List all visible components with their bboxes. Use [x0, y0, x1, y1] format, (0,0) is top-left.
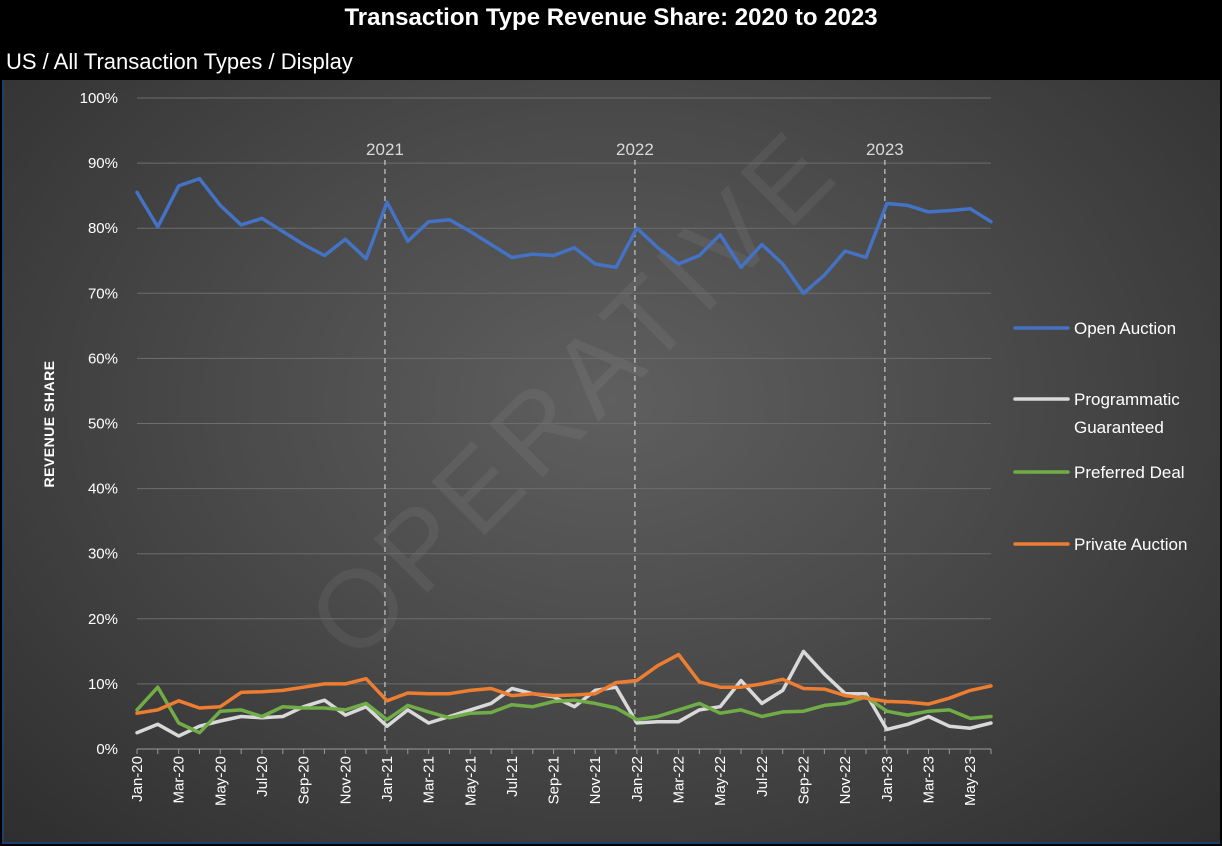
y-tick-label: 70% [88, 285, 118, 302]
year-label: 2021 [366, 140, 404, 159]
y-tick-label: 0% [96, 741, 118, 758]
x-tick-label: Jan-21 [379, 756, 396, 802]
chart-title: Transaction Type Revenue Share: 2020 to … [344, 4, 878, 31]
x-tick-label: Jan-20 [129, 756, 146, 802]
year-label: 2022 [616, 140, 654, 159]
watermark: OPERATIVE [285, 105, 862, 682]
y-axis-title: REVENUE SHARE [41, 360, 57, 487]
x-tick-label: Sep-22 [796, 756, 813, 804]
x-tick-label: Mar-21 [421, 756, 438, 804]
legend-label-private-auction: Private Auction [1074, 535, 1187, 554]
series-line-preferred-deal [135, 685, 993, 735]
x-tick-label: Mar-20 [171, 756, 188, 804]
y-tick-label: 50% [88, 416, 118, 433]
y-tick-label: 60% [88, 350, 118, 367]
y-tick-label: 20% [88, 611, 118, 628]
chart-subtitle: US / All Transaction Types / Display [6, 49, 353, 74]
legend: Open Auction Programmatic Guaranteed Prefer… [1013, 319, 1187, 554]
legend-label-programmatic-guaranteed: Programmatic Guaranteed [1074, 390, 1180, 437]
year-markers: 2021 2022 2023 [366, 140, 904, 749]
x-tick-label: Jul-21 [504, 756, 521, 797]
series-line-open-auction [135, 176, 993, 296]
series-line-private-auction [135, 652, 993, 715]
x-tick-label: Mar-23 [921, 756, 938, 804]
x-tick-label: May-21 [462, 756, 479, 806]
y-tick-label: 80% [88, 220, 118, 237]
x-tick-label: Mar-22 [671, 756, 688, 804]
plot-panel [2, 80, 1220, 844]
y-tick-label: 10% [88, 676, 118, 693]
y-tick-label: 100% [80, 90, 118, 107]
x-tick-label: Nov-22 [837, 756, 854, 804]
y-tick-label: 90% [88, 155, 118, 172]
x-tick-label: May-23 [962, 756, 979, 806]
x-tick-label: Jan-22 [629, 756, 646, 802]
x-tick-label: Nov-21 [587, 756, 604, 804]
x-tick-label: Sep-20 [296, 756, 313, 804]
series-lines [135, 176, 993, 738]
y-tick-label: 30% [88, 546, 118, 563]
x-tick-label: Jul-20 [254, 756, 271, 797]
legend-label-preferred-deal: Preferred Deal [1074, 463, 1185, 482]
x-tick-label: Jul-22 [754, 756, 771, 797]
x-tick-label: May-22 [712, 756, 729, 806]
x-tick-label: May-20 [212, 756, 229, 806]
year-label: 2023 [866, 140, 904, 159]
y-tick-label: 40% [88, 481, 118, 498]
x-tick-label: Sep-21 [546, 756, 563, 804]
x-tick-label: Jan-23 [879, 756, 896, 802]
x-tick-label: Nov-20 [337, 756, 354, 804]
watermark-text: OPERATIVE [285, 105, 862, 682]
gridlines [137, 97, 991, 685]
legend-label-open-auction: Open Auction [1074, 319, 1176, 338]
axes: 0% 10% 20% 30% 40% 50% 60% 70% 80% 90% 100% Jan-20 M… [80, 90, 992, 806]
